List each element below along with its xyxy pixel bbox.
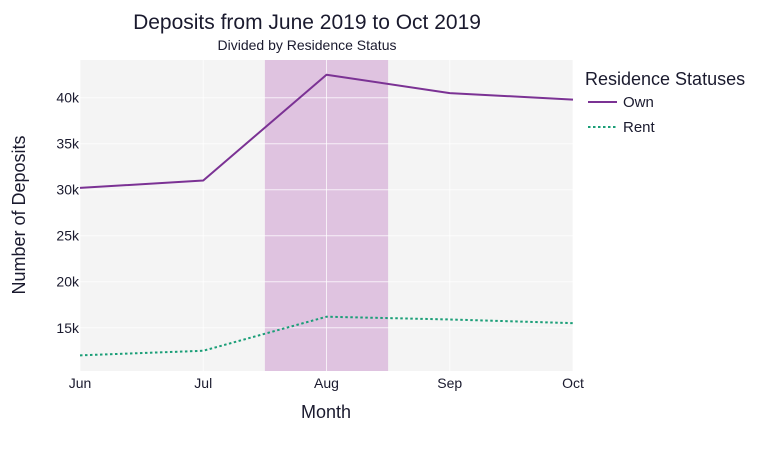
legend: Residence Statuses Own Rent bbox=[585, 69, 745, 136]
series-line-rent bbox=[79, 315, 574, 357]
x-tick-label: Jul bbox=[194, 375, 212, 391]
x-tick-label: Oct bbox=[562, 375, 584, 391]
series-line-own bbox=[79, 73, 574, 189]
chart-title: Deposits from June 2019 to Oct 2019 bbox=[133, 11, 481, 34]
y-axis-title: Number of Deposits bbox=[9, 135, 29, 294]
x-axis-title: Month bbox=[301, 402, 351, 422]
y-tick-label: 35k bbox=[56, 136, 80, 152]
y-tick-label: 40k bbox=[56, 90, 80, 106]
x-tick-label: Aug bbox=[314, 375, 339, 391]
legend-label-own: Own bbox=[623, 94, 654, 111]
y-tick-label: 20k bbox=[56, 274, 80, 290]
x-tick-label: Sep bbox=[437, 375, 462, 391]
y-tick-label: 15k bbox=[56, 320, 80, 336]
x-tick-labels: Jun Jul Aug Sep Oct bbox=[69, 375, 584, 391]
series-lines bbox=[79, 73, 574, 357]
legend-label-rent: Rent bbox=[623, 119, 656, 136]
y-tick-labels: 15k 20k 25k 30k 35k 40k bbox=[56, 90, 80, 336]
chart-subtitle: Divided by Residence Status bbox=[218, 37, 397, 53]
y-tick-label: 25k bbox=[56, 228, 80, 244]
legend-title: Residence Statuses bbox=[585, 69, 745, 89]
y-tick-label: 30k bbox=[56, 182, 80, 198]
x-tick-label: Jun bbox=[69, 375, 92, 391]
grid-lines bbox=[79, 60, 574, 371]
